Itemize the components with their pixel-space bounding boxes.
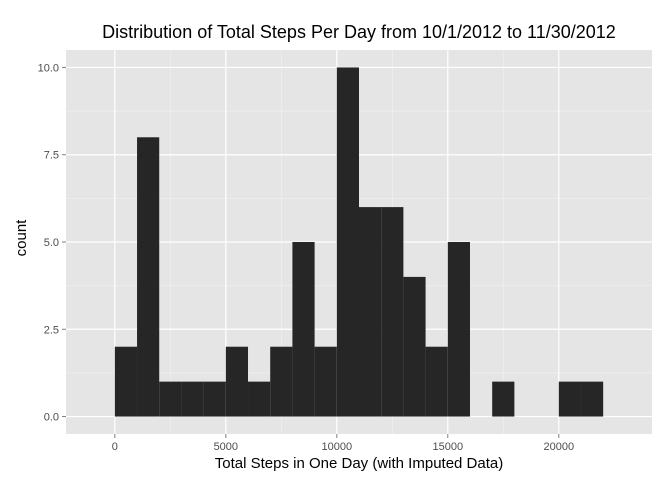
histogram-bar [114,346,138,417]
histogram-bar [314,346,337,417]
y-tick-label: 5.0 [44,237,59,249]
histogram-bar [181,381,204,417]
histogram-bar [558,381,581,417]
x-tick-label: 15000 [432,441,463,453]
histogram-bar [580,381,604,417]
histogram-bars [114,67,604,417]
histogram-bar [248,381,271,417]
histogram-bar [159,381,182,417]
y-tick-label: 2.5 [44,324,59,336]
histogram-bar [225,346,249,417]
histogram-bar [492,381,515,417]
histogram-bar [336,67,359,417]
histogram-bar [359,207,382,417]
y-tick-label: 7.5 [44,150,59,162]
x-axis-title: Total Steps in One Day (with Imputed Dat… [215,455,503,472]
y-tick-label: 0.0 [44,412,59,424]
x-axis: 0 5000 10000 15000 20000 [112,434,574,453]
histogram-bar [203,381,226,417]
histogram-bar [425,346,448,417]
x-tick-label: 5000 [214,441,238,453]
x-tick-label: 0 [112,441,118,453]
histogram-bar [447,242,470,417]
chart-title: Distribution of Total Steps Per Day from… [102,22,616,42]
histogram-bar [292,242,315,417]
y-axis-title: count [13,219,30,257]
histogram-bar [137,137,160,417]
x-tick-label: 10000 [322,441,353,453]
histogram-bar [270,346,293,417]
histogram-bar [403,276,426,417]
y-tick-label: 10.0 [38,62,59,74]
x-tick-label: 20000 [543,441,574,453]
y-axis: 0.0 2.5 5.0 7.5 10.0 [38,62,66,424]
histogram-bar [381,207,404,417]
